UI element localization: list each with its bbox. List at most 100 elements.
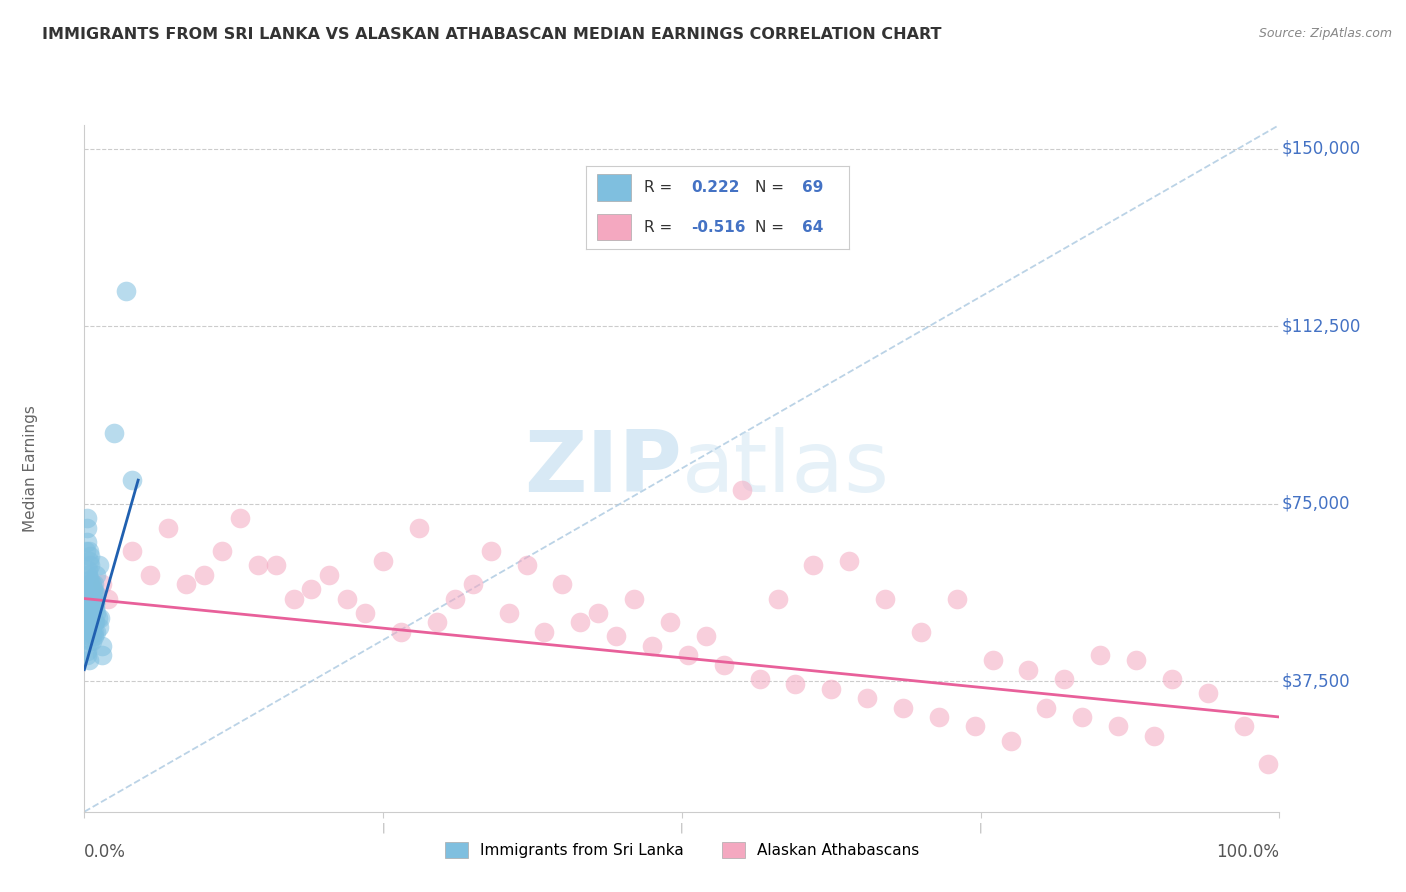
Point [1017,663,1039,677]
Point [1107,719,1129,733]
Point [89,610,111,624]
Point [856,691,879,706]
Point [79,601,101,615]
Point [80,615,103,630]
Point [84,615,107,630]
Point [1088,648,1111,663]
Point [79,596,101,610]
Point [676,648,699,663]
Point [80,634,103,648]
Point [83,630,105,644]
Point [77,573,100,587]
Point [1035,700,1057,714]
Point [77,577,100,591]
Point [80,624,103,639]
Point [443,591,465,606]
Point [873,591,897,606]
Point [408,520,430,534]
Point [79,558,101,573]
Point [86,610,108,624]
Text: ZIP: ZIP [524,426,682,510]
Point [79,634,101,648]
Point [84,567,107,582]
FancyBboxPatch shape [596,214,631,240]
Point [77,653,100,667]
Point [77,567,100,582]
Point [77,591,100,606]
Point [77,620,100,634]
Point [77,554,100,568]
Point [891,700,914,714]
Text: Source: ZipAtlas.com: Source: ZipAtlas.com [1258,27,1392,40]
Point [91,577,114,591]
Point [76,520,98,534]
Point [928,710,950,724]
Point [77,591,100,606]
Text: |: | [681,822,683,832]
Legend: Immigrants from Sri Lanka, Alaskan Athabascans: Immigrants from Sri Lanka, Alaskan Athab… [437,835,927,866]
FancyBboxPatch shape [596,174,631,201]
Point [83,591,105,606]
Point [945,591,967,606]
Point [82,610,104,624]
Point [91,648,114,663]
Point [77,615,100,630]
Point [1000,733,1022,747]
Point [193,567,215,582]
Point [83,596,105,610]
Point [838,554,860,568]
Point [211,544,233,558]
Text: 69: 69 [801,180,824,195]
Point [1053,672,1076,686]
Point [79,606,101,620]
Text: R =: R = [644,219,678,235]
Point [79,549,101,563]
Point [84,596,107,610]
Point [713,657,735,672]
Point [623,591,645,606]
Point [461,577,484,591]
Text: $112,500: $112,500 [1282,318,1361,335]
Point [83,624,105,639]
Point [75,544,97,558]
Point [76,648,98,663]
Point [80,624,103,639]
Text: $150,000: $150,000 [1282,139,1361,158]
Point [84,587,107,601]
Point [77,601,100,615]
Point [79,606,101,620]
Point [246,558,269,573]
Point [97,591,120,606]
Text: 0.0%: 0.0% [84,843,127,861]
Point [766,591,789,606]
Point [588,606,610,620]
Point [76,624,98,639]
Point [139,567,162,582]
Text: N =: N = [755,180,789,195]
Text: 64: 64 [801,219,824,235]
Text: |: | [979,822,983,832]
Point [83,577,105,591]
Point [354,606,377,620]
Text: atlas: atlas [682,426,890,510]
Point [498,606,520,620]
Point [336,591,359,606]
Point [389,624,412,639]
Point [84,606,107,620]
Point [82,615,104,630]
Point [77,606,100,620]
Point [84,587,107,601]
Point [103,425,125,440]
Point [157,520,180,534]
Point [79,630,101,644]
Point [1071,710,1094,724]
Point [641,639,664,653]
Point [1143,729,1166,743]
Point [910,624,932,639]
Point [84,596,107,610]
Point [87,558,110,573]
Text: 100.0%: 100.0% [1216,843,1279,861]
Point [76,511,98,525]
Text: -0.516: -0.516 [692,219,747,235]
Point [1160,672,1182,686]
